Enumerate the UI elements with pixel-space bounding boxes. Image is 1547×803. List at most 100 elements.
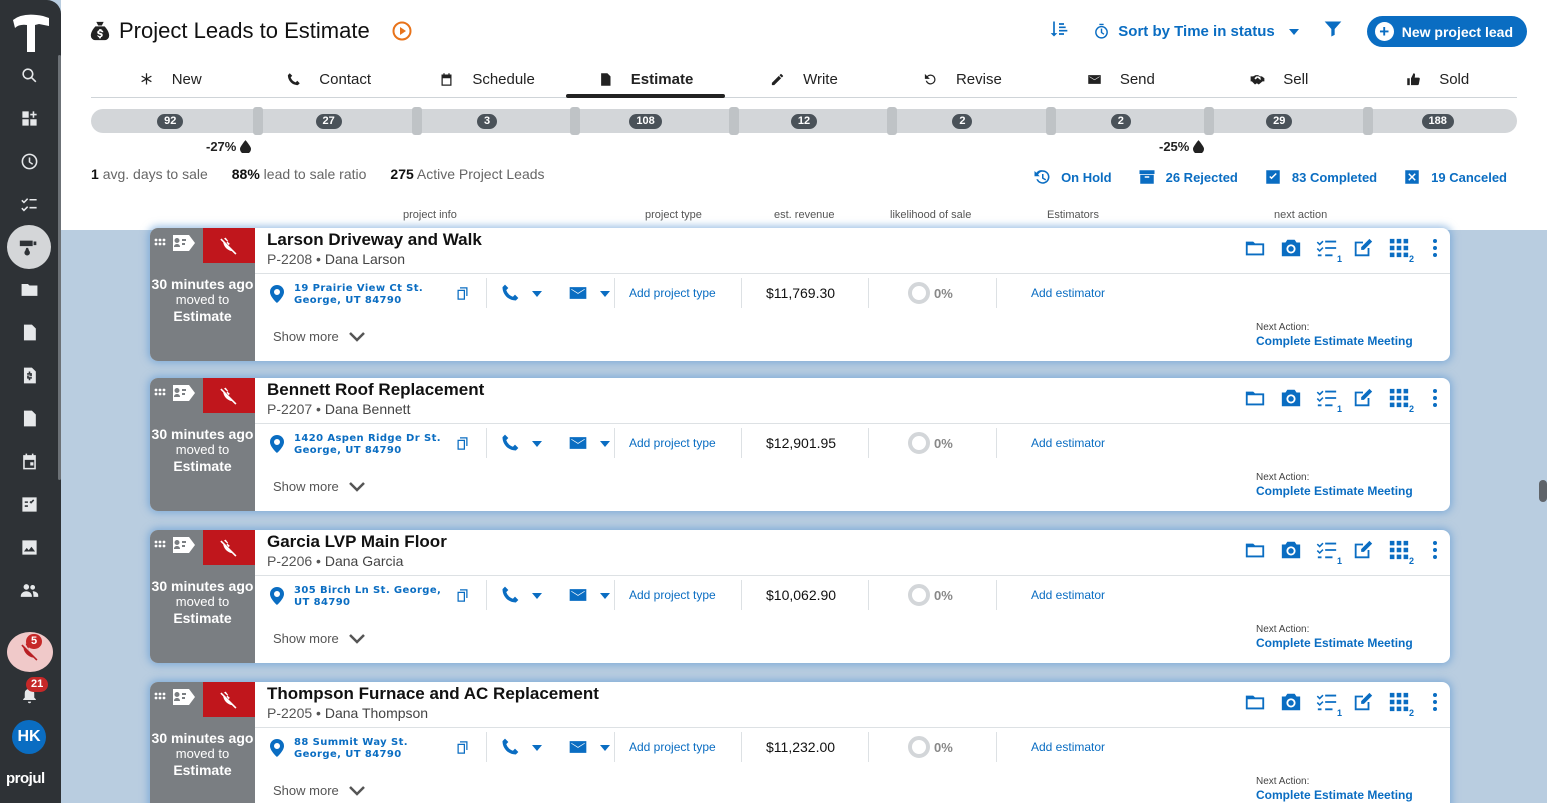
more-options-icon[interactable]	[1423, 386, 1447, 410]
drag-handle-icon[interactable]	[154, 383, 166, 396]
photos-icon[interactable]	[17, 535, 41, 559]
envelope-icon[interactable]	[568, 433, 590, 455]
camera-icon[interactable]	[1279, 386, 1303, 410]
grid-icon[interactable]: 2	[1387, 386, 1414, 414]
tab-new[interactable]: New	[91, 62, 249, 97]
drag-handle[interactable]	[1204, 107, 1215, 135]
client-name[interactable]: Dana Bennett	[324, 401, 411, 417]
calendar-icon[interactable]	[17, 449, 41, 473]
pipeline-segment[interactable]: 2	[1041, 107, 1201, 135]
search-icon[interactable]	[17, 63, 41, 87]
address-link[interactable]: 88 Summit Way St. George, UT 84790	[270, 737, 444, 761]
folder-icon[interactable]	[1243, 236, 1267, 260]
camera-icon[interactable]	[1279, 690, 1303, 714]
show-more-toggle[interactable]: Show more	[273, 783, 365, 798]
drag-handle[interactable]	[887, 107, 898, 135]
edit-icon[interactable]	[1351, 538, 1375, 562]
tab-sold[interactable]: Sold	[1359, 62, 1517, 97]
column-header-est-revenue[interactable]: est. revenue	[774, 209, 835, 221]
copy-icon[interactable]	[455, 740, 471, 756]
tab-revise[interactable]: Revise	[883, 62, 1041, 97]
tab-schedule[interactable]: Schedule	[408, 62, 566, 97]
phone-icon[interactable]	[500, 737, 522, 759]
folder-icon[interactable]	[17, 277, 41, 301]
edit-icon[interactable]	[1351, 386, 1375, 410]
pipeline-segment[interactable]: 27	[249, 107, 408, 135]
add-estimator-link[interactable]: Add estimator	[1031, 286, 1106, 300]
tab-sell[interactable]: Sell	[1200, 62, 1358, 97]
envelope-icon[interactable]	[568, 283, 590, 305]
card-title[interactable]: Garcia LVP Main Floor	[267, 532, 447, 551]
email-dropdown-icon[interactable]	[600, 441, 610, 447]
receipt-icon[interactable]	[17, 406, 41, 430]
play-circle-icon[interactable]	[392, 21, 412, 41]
more-options-icon[interactable]	[1423, 538, 1447, 562]
hammer-logo-icon[interactable]	[9, 12, 53, 54]
address-link[interactable]: 19 Prairie View Ct St. George, UT 84790	[270, 283, 444, 307]
lead-card[interactable]: 30 minutes ago moved to Estimate Larson …	[150, 228, 1450, 361]
checklist-icon[interactable]	[17, 192, 41, 216]
add-project-type-link[interactable]: Add project type	[629, 436, 716, 450]
show-more-toggle[interactable]: Show more	[273, 479, 365, 494]
leads-active-icon[interactable]	[7, 225, 51, 269]
email-dropdown-icon[interactable]	[600, 593, 610, 599]
phone-icon[interactable]	[500, 585, 522, 607]
phone-dropdown-icon[interactable]	[532, 441, 542, 447]
drag-handle[interactable]	[570, 107, 581, 135]
add-estimator-link[interactable]: Add estimator	[1031, 740, 1106, 754]
pipeline-segment[interactable]: 188	[1358, 107, 1517, 135]
grid-icon[interactable]: 2	[1387, 538, 1414, 566]
page-scrollbar[interactable]	[1539, 480, 1547, 502]
copy-icon[interactable]	[455, 436, 471, 452]
pipeline-segment[interactable]: 92	[91, 109, 250, 133]
lead-card[interactable]: 30 minutes ago moved to Estimate Bennett…	[150, 378, 1450, 511]
show-more-toggle[interactable]: Show more	[273, 329, 365, 344]
add-project-type-link[interactable]: Add project type	[629, 740, 716, 754]
tab-contact[interactable]: Contact	[249, 62, 407, 97]
phone-off-indicator[interactable]	[203, 228, 255, 263]
on-hold-link[interactable]: On Hold	[1033, 168, 1112, 186]
folder-icon[interactable]	[1243, 690, 1267, 714]
column-header-next-action[interactable]: next action	[1274, 209, 1328, 221]
drag-handle[interactable]	[728, 107, 739, 135]
pipeline-segment[interactable]: 12	[724, 107, 884, 135]
drag-handle[interactable]	[253, 107, 264, 135]
add-estimator-link[interactable]: Add estimator	[1031, 588, 1106, 602]
show-more-toggle[interactable]: Show more	[273, 631, 365, 646]
contact-card-icon[interactable]	[172, 234, 196, 252]
client-name[interactable]: Dana Garcia	[324, 553, 404, 569]
phone-off-indicator[interactable]	[203, 378, 255, 413]
address-link[interactable]: 1420 Aspen Ridge Dr St. George, UT 84790	[270, 433, 444, 457]
more-options-icon[interactable]	[1423, 236, 1447, 260]
new-project-lead-button[interactable]: + New project lead	[1366, 16, 1527, 47]
rejected-link[interactable]: 26 Rejected	[1138, 168, 1238, 186]
address-link[interactable]: 305 Birch Ln St. George, UT 84790	[270, 585, 444, 609]
phone-dropdown-icon[interactable]	[532, 745, 542, 751]
phone-dropdown-icon[interactable]	[532, 593, 542, 599]
column-header-project-info[interactable]: project info	[403, 209, 457, 221]
drag-handle[interactable]	[1362, 107, 1373, 135]
filter-icon[interactable]	[1323, 19, 1343, 44]
drag-handle-icon[interactable]	[154, 687, 166, 700]
edit-icon[interactable]	[1351, 236, 1375, 260]
tab-write[interactable]: Write	[725, 62, 883, 97]
email-dropdown-icon[interactable]	[600, 291, 610, 297]
sidebar-scrollbar[interactable]	[58, 55, 61, 480]
envelope-icon[interactable]	[568, 585, 590, 607]
add-estimator-link[interactable]: Add estimator	[1031, 436, 1106, 450]
card-title[interactable]: Thompson Furnace and AC Replacement	[267, 684, 599, 703]
task-list-icon[interactable]: 1	[1315, 690, 1342, 718]
envelope-icon[interactable]	[568, 737, 590, 759]
drag-handle[interactable]	[1045, 107, 1056, 135]
pipeline-segment[interactable]: 3	[407, 107, 567, 135]
dashboard-add-icon[interactable]	[17, 106, 41, 130]
column-header-estimators[interactable]: Estimators	[1047, 209, 1099, 221]
lead-card[interactable]: 30 minutes ago moved to Estimate Thompso…	[150, 682, 1450, 803]
task-list-icon[interactable]: 1	[1315, 236, 1342, 264]
folder-icon[interactable]	[1243, 538, 1267, 562]
drag-handle-icon[interactable]	[154, 535, 166, 548]
camera-icon[interactable]	[1279, 236, 1303, 260]
client-name[interactable]: Dana Larson	[324, 251, 406, 267]
phone-icon[interactable]	[500, 433, 522, 455]
card-title[interactable]: Larson Driveway and Walk	[267, 230, 482, 249]
